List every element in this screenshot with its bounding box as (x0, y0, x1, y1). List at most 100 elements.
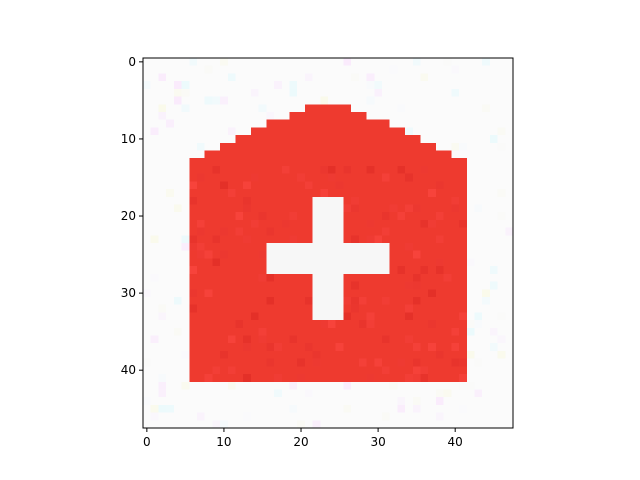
shape-noise-pixel (243, 235, 251, 243)
noise-pixel (451, 142, 460, 151)
shape-noise-pixel (343, 312, 352, 321)
noise-pixel (204, 96, 213, 105)
noise-pixel (466, 381, 475, 390)
noise-pixel (173, 204, 182, 213)
noise-pixel (366, 96, 375, 105)
noise-pixel (274, 81, 282, 89)
shape-noise-pixel (250, 219, 259, 228)
noise-pixel (150, 127, 159, 136)
shape-noise-pixel (397, 212, 406, 220)
shape-noise-pixel (366, 312, 375, 321)
noise-pixel (181, 235, 190, 243)
shape-noise-pixel (459, 312, 467, 321)
noise-pixel (420, 73, 429, 82)
noise-pixel (489, 343, 498, 351)
shape-noise-pixel (459, 358, 467, 367)
noise-pixel (443, 58, 452, 66)
noise-pixel (258, 104, 267, 112)
shape-noise-pixel (358, 296, 367, 305)
noise-pixel (289, 404, 298, 413)
noise-pixel (181, 88, 190, 97)
shape-noise-pixel (335, 181, 344, 190)
noise-pixel (443, 389, 452, 398)
shape-noise-pixel (258, 335, 267, 344)
noise-pixel (220, 420, 228, 428)
house-roof-row (304, 104, 352, 112)
noise-pixel (158, 389, 167, 398)
shape-noise-pixel (405, 204, 413, 213)
noise-pixel (196, 412, 205, 421)
shape-noise-pixel (250, 312, 259, 321)
noise-pixel (212, 96, 221, 105)
noise-pixel (150, 335, 159, 344)
shape-noise-pixel (366, 374, 375, 382)
shape-noise-pixel (428, 289, 436, 297)
noise-pixel (173, 96, 182, 105)
x-tick-label: 20 (293, 435, 308, 449)
shape-noise-pixel (274, 343, 282, 351)
shape-noise-pixel (189, 181, 197, 190)
x-axis: 0 10 20 30 40 (143, 428, 463, 449)
y-tick-label: 30 (121, 286, 136, 300)
noise-pixel (220, 96, 228, 105)
shape-noise-pixel (381, 173, 390, 182)
noise-pixel (397, 104, 406, 112)
noise-pixel (150, 273, 159, 282)
house-roof-row (204, 150, 452, 159)
noise-pixel (343, 404, 352, 413)
noise-pixel (158, 111, 167, 120)
noise-pixel (497, 350, 506, 359)
house-roof-row (189, 158, 467, 166)
shape-noise-pixel (227, 189, 236, 197)
shape-noise-pixel (204, 250, 213, 259)
shape-noise-pixel (412, 204, 421, 213)
noise-pixel (397, 404, 406, 413)
shape-noise-pixel (204, 289, 213, 297)
shape-noise-pixel (351, 204, 359, 213)
shape-noise-pixel (266, 227, 275, 236)
shape-noise-pixel (312, 350, 321, 359)
shape-noise-pixel (435, 266, 444, 274)
shape-noise-pixel (258, 273, 267, 282)
shape-noise-pixel (451, 327, 460, 336)
shape-noise-pixel (428, 219, 436, 228)
noise-pixel (143, 289, 151, 297)
noise-pixel (397, 397, 406, 405)
shape-noise-pixel (227, 335, 236, 344)
shape-noise-pixel (451, 343, 460, 351)
shape-noise-pixel (258, 212, 267, 220)
shape-noise-pixel (412, 374, 421, 382)
shape-noise-pixel (366, 320, 375, 328)
shape-noise-pixel (351, 296, 359, 305)
noise-pixel (374, 88, 382, 97)
noise-pixel (304, 73, 313, 82)
noise-pixel (482, 289, 490, 297)
noise-pixel (474, 389, 483, 398)
noise-pixel (482, 104, 490, 112)
house-roof-row (235, 135, 421, 143)
noise-pixel (150, 412, 159, 421)
shape-noise-pixel (420, 366, 429, 375)
noise-pixel (497, 142, 506, 151)
noise-pixel (158, 104, 167, 112)
shape-noise-pixel (405, 173, 413, 182)
shape-noise-pixel (289, 212, 298, 220)
noise-pixel (143, 358, 151, 367)
shape-noise-pixel (274, 374, 282, 382)
noise-pixel (505, 227, 513, 236)
shape-noise-pixel (235, 320, 244, 328)
noise-pixel (466, 258, 475, 267)
shape-noise-pixel (389, 204, 398, 213)
noise-pixel (497, 212, 506, 220)
shape-noise-pixel (420, 374, 429, 382)
shape-noise-pixel (412, 273, 421, 282)
noise-pixel (466, 327, 475, 336)
shape-noise-pixel (304, 343, 313, 351)
shape-noise-pixel (343, 296, 352, 305)
shape-noise-pixel (435, 350, 444, 359)
shape-noise-pixel (412, 358, 421, 367)
shape-noise-pixel (328, 320, 336, 328)
shape-noise-pixel (381, 227, 390, 236)
shape-noise-pixel (412, 296, 421, 305)
noise-pixel (181, 104, 190, 112)
